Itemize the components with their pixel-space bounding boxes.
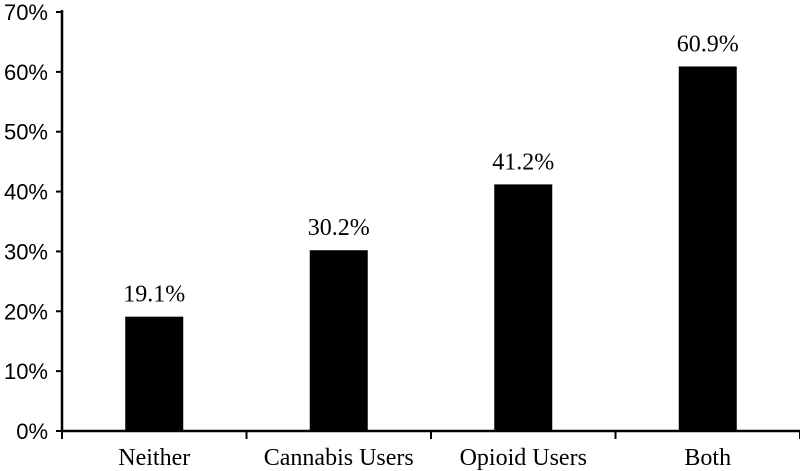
- x-category-label: Neither: [118, 445, 190, 471]
- y-tick-label: 20%: [4, 299, 48, 324]
- data-label: 60.9%: [677, 31, 739, 57]
- x-category-label: Cannabis Users: [264, 445, 414, 471]
- bar-cannabis-users: [309, 250, 368, 431]
- data-label: 30.2%: [308, 215, 370, 241]
- bars: 19.1% 30.2% 41.2% 60.9%: [123, 31, 739, 431]
- y-tick-label: 10%: [4, 359, 48, 384]
- y-tick-label: 0%: [16, 419, 48, 444]
- x-category-label: Both: [684, 445, 731, 471]
- x-category-label: Opioid Users: [460, 445, 587, 471]
- data-label: 19.1%: [123, 282, 185, 308]
- y-tick-label: 70%: [4, 0, 48, 25]
- y-tick-label: 40%: [4, 180, 48, 205]
- y-tick-label: 30%: [4, 239, 48, 264]
- bar-neither: [125, 316, 184, 431]
- y-tick-label: 60%: [4, 60, 48, 85]
- x-axis: Neither Cannabis Users Opioid Users Both: [61, 429, 800, 471]
- bar-opioid-users: [494, 184, 553, 431]
- y-tick-label: 50%: [4, 120, 48, 145]
- data-label: 41.2%: [492, 149, 554, 175]
- y-axis: 0% 10% 20% 30% 40% 50% 60% 70%: [4, 0, 64, 444]
- bar-both: [678, 66, 737, 431]
